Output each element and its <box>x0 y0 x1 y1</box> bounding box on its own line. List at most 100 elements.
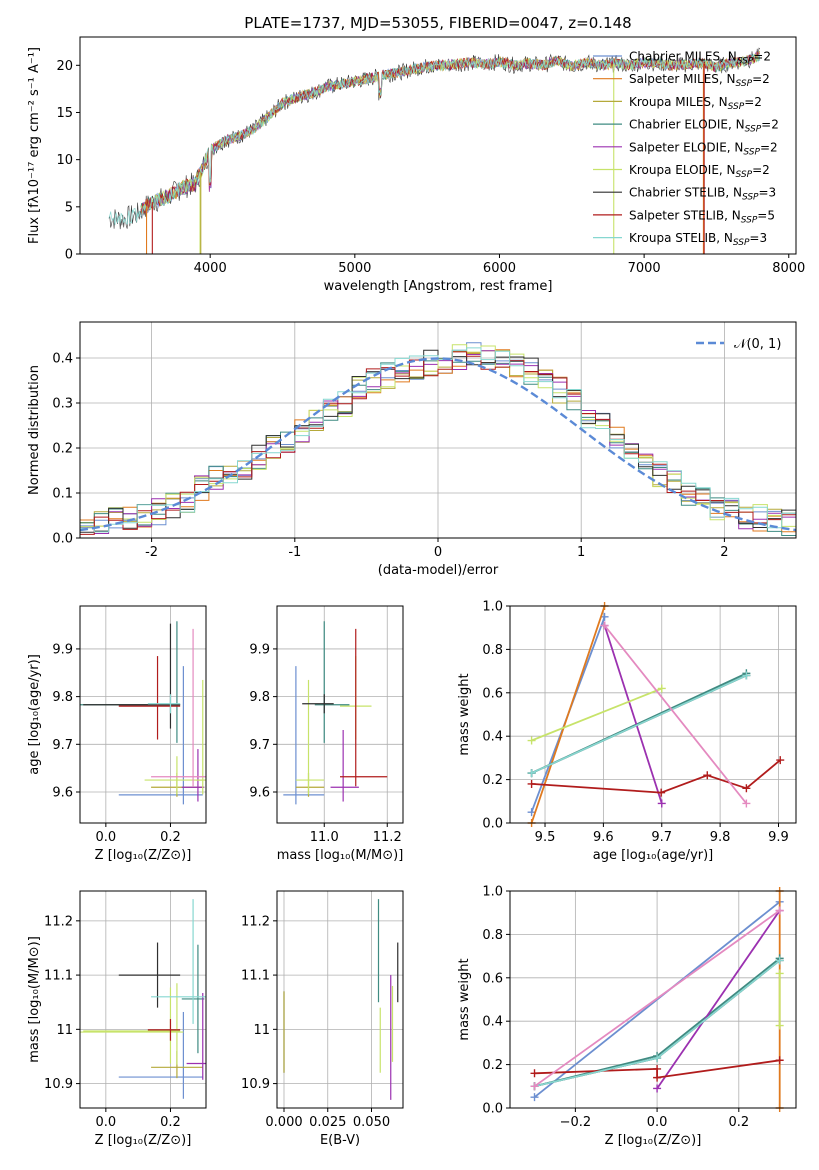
legend-sub: SSP <box>737 57 754 67</box>
y-tick-label: 11 <box>56 1023 73 1038</box>
histogram-lines <box>80 342 796 536</box>
y-tick-label: 0.8 <box>482 928 503 943</box>
weight-marker <box>530 1069 539 1078</box>
figure-title: PLATE=1737, MJD=53055, FIBERID=0047, z=0… <box>244 14 631 32</box>
y-tick-label: 0.4 <box>482 1015 503 1030</box>
x-axis-label: Z [log₁₀(Z/Z⊙)] <box>95 848 192 863</box>
x-tick-label: 0.2 <box>160 830 181 845</box>
y-axis-label: Flux [fλ10⁻¹⁷ erg cm⁻² s⁻¹ A⁻¹] <box>27 47 42 244</box>
y-tick-label: 0.4 <box>482 730 503 745</box>
weight-marker <box>775 969 784 978</box>
weight-lines <box>527 602 785 827</box>
legend-label: Kroupa ELODIE, N <box>629 163 736 177</box>
legend-label: Salpeter MILES, N <box>629 72 736 86</box>
x-tick-label: 11.2 <box>373 830 402 845</box>
x-tick-label: 9.7 <box>651 830 672 845</box>
legend-eq: =2 <box>752 72 770 86</box>
y-tick-label: 1.0 <box>482 885 503 900</box>
x-tick-label: 5000 <box>338 261 371 276</box>
y-tick-label: 9.6 <box>52 786 73 801</box>
legend-sub: SSP <box>733 238 750 248</box>
y-tick-label: 0 <box>65 248 73 263</box>
y-tick-label: 15 <box>56 106 73 121</box>
weight-marker <box>657 788 666 797</box>
errorbars <box>80 621 206 805</box>
y-tick-label: 9.7 <box>52 738 73 753</box>
x-axis-label: Z [log₁₀(Z/Z⊙)] <box>605 1133 702 1148</box>
weight-marker <box>657 799 666 808</box>
weight-marker <box>527 779 536 788</box>
y-tick-label: 0.0 <box>52 532 73 547</box>
weight-marker <box>653 1073 662 1082</box>
y-tick-label: 9.7 <box>249 738 270 753</box>
y-tick-label: 11.2 <box>241 914 270 929</box>
y-tick-label: 9.9 <box>249 642 270 657</box>
legend-label: Chabrier ELODIE, N <box>629 118 745 132</box>
weight-marker <box>775 1021 784 1030</box>
y-tick-label: 9.8 <box>249 690 270 705</box>
axes-frame <box>509 605 797 824</box>
weight-marker <box>600 621 609 630</box>
legend-entry: Chabrier MILES, NSSP=2 <box>629 50 771 67</box>
ebv-vs-mass-panel: 0.000 0.025 0.050 10.9 11 11.1 11.2 E(B-V) <box>241 890 404 1148</box>
gaussian-legend-label: 𝒩(0, 1) <box>734 337 781 352</box>
y-tick-label: 0.8 <box>482 643 503 658</box>
axes-frame <box>276 605 404 824</box>
errorbars <box>80 899 206 1099</box>
y-tick-label: 20 <box>56 59 73 74</box>
y-axis-label: mass weight <box>457 958 472 1040</box>
legend-label: Chabrier MILES, N <box>629 50 737 64</box>
x-tick-label: 11.0 <box>310 830 339 845</box>
x-tick-label: 0.000 <box>265 1115 302 1130</box>
Z-vs-age-panel: 0.0 0.2 9.6 9.7 9.8 9.9 Z [log₁₀(Z/Z⊙)] age [lo… <box>27 605 207 863</box>
spectrum-line <box>108 53 761 226</box>
histogram-series <box>80 347 796 533</box>
axes-frame <box>79 36 797 255</box>
x-tick-label: 0.0 <box>647 1115 668 1130</box>
weight-marker <box>703 771 712 780</box>
legend-eq: =2 <box>761 118 779 132</box>
x-tick-label: 0.2 <box>160 1115 181 1130</box>
spectrum-panel: 4000 5000 6000 7000 8000 0 5 10 15 20 wavelength [… <box>27 36 805 294</box>
legend-sub: SSP <box>728 102 745 112</box>
axes-frame <box>509 890 797 1109</box>
weight-marker <box>657 684 666 693</box>
mass-vs-age-panel: 11.0 11.2 9.6 9.7 9.8 9.9 mass [log₁₀(M/M⊙)] <box>249 605 404 863</box>
weight-marker <box>530 1082 539 1091</box>
legend-sub: SSP <box>742 193 759 203</box>
weight-series <box>603 624 748 805</box>
x-tick-label: 9.8 <box>710 830 731 845</box>
x-tick-label: 0.050 <box>353 1115 390 1130</box>
weight-marker <box>776 756 785 765</box>
legend-eq: =3 <box>749 231 767 245</box>
y-tick-label: 11.1 <box>241 969 270 984</box>
y-tick-label: 0.2 <box>52 442 73 457</box>
gaussian-curve <box>80 357 796 532</box>
weight-marker <box>527 808 536 817</box>
weight-marker <box>775 906 784 915</box>
legend-sub: SSP <box>736 79 753 89</box>
x-axis-label: Z [log₁₀(Z/Z⊙)] <box>95 1133 192 1148</box>
residuals-panel: -2 -1 0 1 2 0.0 0.1 0.2 0.3 0.4 (data-model)/error… <box>27 321 797 578</box>
y-tick-label: 9.8 <box>52 690 73 705</box>
Zmet-vs-weight-panel: −0.2 0.0 0.2 0.0 0.2 0.4 0.6 0.8 1.0 Z [log₁₀(Z/Z… <box>457 885 797 1148</box>
y-tick-label: 9.6 <box>249 786 270 801</box>
weight-marker <box>653 1084 662 1093</box>
legend-label: Chabrier STELIB, N <box>629 186 742 200</box>
x-axis-label: E(B-V) <box>320 1133 360 1148</box>
x-tick-label: 9.6 <box>593 830 614 845</box>
x-tick-label: 8000 <box>772 261 805 276</box>
axes-frame <box>276 890 404 1109</box>
legend-label: Salpeter ELODIE, N <box>629 140 743 154</box>
weight-series <box>534 1059 780 1079</box>
legend-eq: =5 <box>757 208 775 222</box>
legend-label: Kroupa MILES, N <box>629 95 728 109</box>
weight-marker <box>775 956 784 965</box>
spectrum-lines <box>108 47 761 254</box>
x-tick-label: 0.0 <box>96 1115 117 1130</box>
axes-frame <box>79 890 207 1109</box>
legend-sub: SSP <box>743 147 760 157</box>
y-tick-label: 9.9 <box>52 642 73 657</box>
errorbars <box>283 899 399 1100</box>
weight-marker <box>530 1093 539 1102</box>
